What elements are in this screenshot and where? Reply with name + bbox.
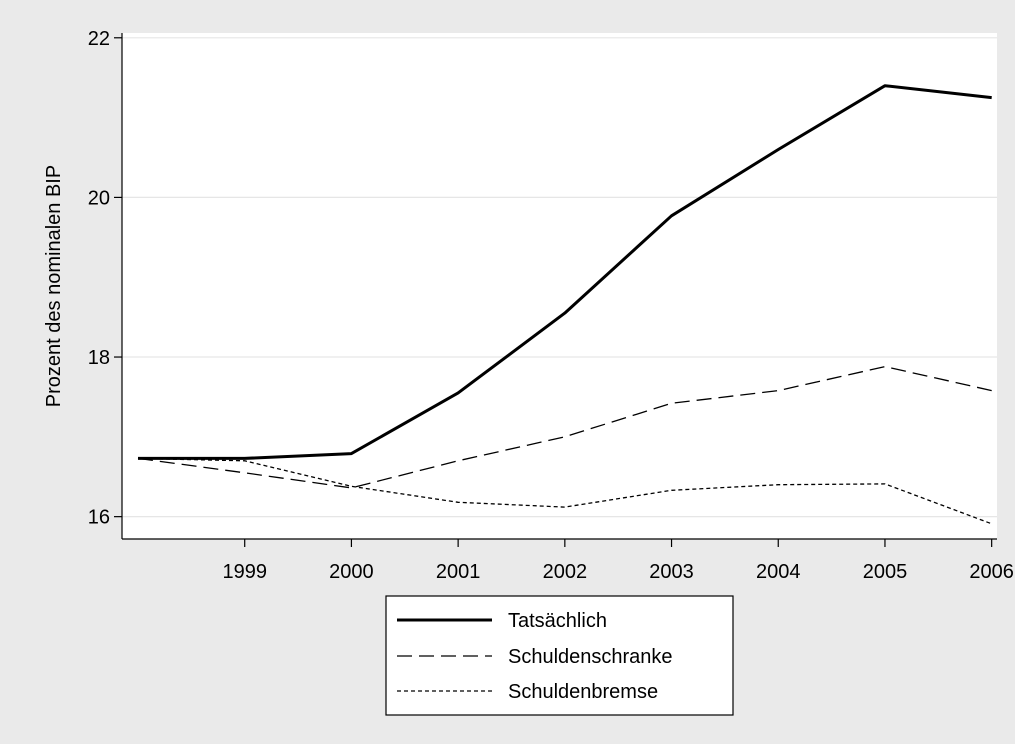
series-line-schuldenbremse [137,457,992,525]
x-tick-label: 2006 [969,561,1014,583]
x-tick-label: 1999 [222,561,267,583]
x-tick-label: 2005 [863,561,908,583]
plot-area [122,33,997,539]
gridlines [122,37,997,518]
x-tick-label: 2003 [649,561,694,583]
series-lines [137,84,992,525]
x-tick-label: 2001 [436,561,481,583]
legend-label: Schuldenschranke [508,646,673,668]
tick-labels: 16 18 20 22 1999 2000 2001 2002 2003 2004 2005 2006 [88,28,1014,583]
series-line-schuldenschranke [137,365,992,489]
legend-label: Schuldenbremse [508,681,658,703]
y-axis-title: Prozent des nominalen BIP [43,165,65,407]
x-tick-label: 2004 [756,561,801,583]
y-tick-label: 20 [88,187,110,209]
axes [121,33,997,540]
y-tick-label: 22 [88,28,110,50]
x-tick-label: 2002 [543,561,588,583]
legend-label: Tatsächlich [508,610,607,632]
legend: Tatsächlich Schuldenschranke Schuldenbrems… [385,595,734,716]
y-tick-label: 18 [88,347,110,369]
series-line-tatschlich [138,84,992,460]
y-tick-label: 16 [88,507,110,529]
x-tick-label: 2000 [329,561,374,583]
